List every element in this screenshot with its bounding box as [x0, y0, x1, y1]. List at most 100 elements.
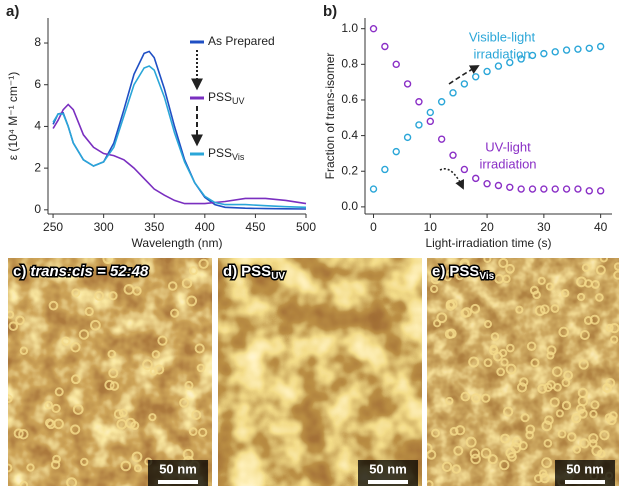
- scale-bar-label: 50 nm: [566, 461, 604, 476]
- panel-label: a): [6, 3, 19, 20]
- x-tick-label: 10: [424, 220, 438, 234]
- data-point: [416, 99, 422, 105]
- data-point: [382, 44, 388, 50]
- data-point: [495, 182, 501, 188]
- annotation: irradiation: [473, 46, 530, 61]
- legend-name: PSS: [208, 146, 232, 160]
- legend-subscript: UV: [232, 96, 245, 106]
- panel-title: trans:cis = 52:48: [30, 263, 149, 280]
- x-tick-label: 30: [537, 220, 551, 234]
- data-point: [405, 134, 411, 140]
- legend-name: PSS: [208, 90, 232, 104]
- y-tick-label: 6: [34, 77, 41, 91]
- panel-subscript: Vis: [479, 271, 494, 282]
- panel-letter: e): [432, 263, 445, 280]
- data-point: [586, 45, 592, 51]
- scale-bar-label: 50 nm: [369, 461, 407, 476]
- x-axis-label: Wavelength (nm): [132, 236, 223, 250]
- data-point: [564, 47, 570, 53]
- y-tick-label: 4: [34, 119, 41, 133]
- afm-texture: [218, 258, 422, 486]
- x-tick-label: 40: [594, 220, 608, 234]
- data-point: [564, 186, 570, 192]
- data-point: [473, 74, 479, 80]
- data-point: [552, 49, 558, 55]
- data-point: [461, 81, 467, 87]
- afm-texture: [427, 258, 619, 486]
- legend-label: As Prepared: [208, 34, 275, 48]
- data-point: [439, 99, 445, 105]
- panel-subscript: UV: [271, 271, 285, 282]
- y-tick-label: 0.0: [341, 199, 358, 213]
- panel-letter: c): [13, 263, 26, 280]
- data-point: [575, 46, 581, 52]
- annotation: irradiation: [479, 156, 536, 171]
- panel-letter: d): [223, 263, 237, 280]
- data-point: [416, 122, 422, 128]
- y-tick-label: 2: [34, 160, 41, 174]
- data-point: [371, 26, 377, 32]
- legend-name: As Prepared: [208, 34, 275, 48]
- data-point: [530, 186, 536, 192]
- data-point: [461, 166, 467, 172]
- annotation: Visible-light: [469, 29, 536, 44]
- x-tick-label: 0: [370, 220, 377, 234]
- figure: 25030035040045050002468Wavelength (nm)ε …: [0, 0, 619, 486]
- annotation-arrow: [440, 169, 463, 188]
- data-point: [439, 136, 445, 142]
- afm-image: [218, 258, 422, 486]
- scale-bar-label: 50 nm: [159, 461, 197, 476]
- legend-label: PSSVis: [208, 146, 245, 162]
- afm-image: [5, 254, 212, 486]
- data-point: [405, 81, 411, 87]
- data-point: [552, 186, 558, 192]
- panel-caption: c)trans:cis = 52:48: [13, 263, 149, 280]
- data-point: [484, 68, 490, 74]
- data-point: [495, 63, 501, 69]
- spectrum-line: [53, 105, 306, 204]
- x-tick-label: 350: [144, 220, 164, 234]
- data-point: [393, 149, 399, 155]
- y-tick-label: 0: [34, 202, 41, 216]
- data-point: [450, 152, 456, 158]
- scale-bar: [565, 480, 605, 484]
- data-point: [450, 90, 456, 96]
- y-tick-label: 1.0: [341, 21, 358, 35]
- data-point: [382, 166, 388, 172]
- data-point: [473, 175, 479, 181]
- panel-label: b): [323, 3, 337, 20]
- data-point: [541, 186, 547, 192]
- data-point: [427, 118, 433, 124]
- y-tick-label: 0.2: [341, 163, 358, 177]
- data-point: [598, 188, 604, 194]
- panel-title: PSS: [449, 263, 479, 280]
- data-point: [484, 181, 490, 187]
- scale-bar: [158, 480, 198, 484]
- x-tick-label: 20: [480, 220, 494, 234]
- data-point: [586, 188, 592, 194]
- panel-title: PSS: [241, 263, 271, 280]
- afm-image: [423, 255, 619, 486]
- y-tick-label: 8: [34, 35, 41, 49]
- annotation: UV-light: [485, 139, 531, 154]
- data-point: [518, 186, 524, 192]
- y-tick-label: 0.6: [341, 92, 358, 106]
- data-point: [393, 61, 399, 67]
- y-axis-label: ε (10⁴ M⁻¹ cm⁻¹): [6, 72, 20, 161]
- legend-subscript: Vis: [232, 152, 245, 162]
- y-axis-label: Fraction of trans-isomer: [323, 53, 337, 180]
- x-tick-label: 450: [245, 220, 265, 234]
- legend-label: PSSUV: [208, 90, 245, 106]
- data-point: [541, 51, 547, 57]
- y-tick-label: 0.4: [341, 128, 358, 142]
- x-tick-label: 400: [195, 220, 215, 234]
- x-tick-label: 250: [43, 220, 63, 234]
- spectrum-line: [53, 51, 306, 209]
- scale-bar: [368, 480, 408, 484]
- y-tick-label: 0.8: [341, 56, 358, 70]
- data-point: [598, 44, 604, 50]
- x-tick-label: 300: [94, 220, 114, 234]
- x-tick-label: 500: [296, 220, 316, 234]
- data-point: [575, 186, 581, 192]
- data-point: [371, 186, 377, 192]
